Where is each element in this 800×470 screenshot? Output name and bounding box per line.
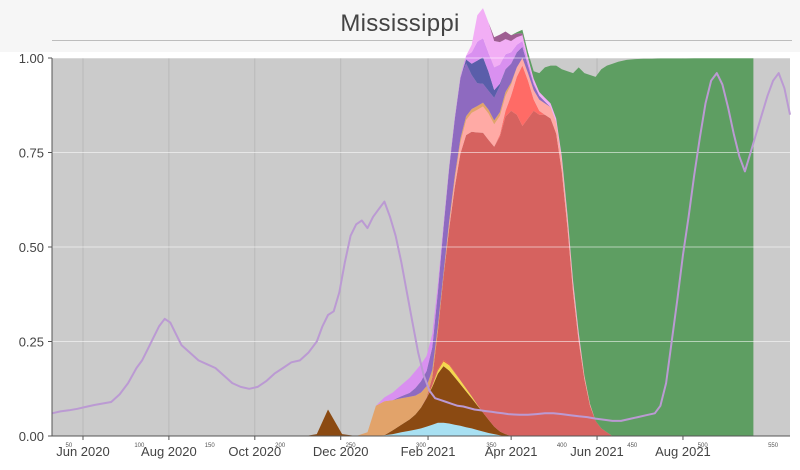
y-tick-label-2: 0.50 xyxy=(19,240,44,255)
title-bar: Mississippi xyxy=(0,0,800,52)
secondary-tick-label-3: 200 xyxy=(275,443,286,449)
area-series-0 xyxy=(305,422,754,436)
x-tick-label-2: Oct 2020 xyxy=(228,444,281,459)
title-underline xyxy=(52,40,792,41)
secondary-tick-label-0: 50 xyxy=(66,443,73,449)
secondary-tick-label-8: 450 xyxy=(627,443,638,449)
x-tick-label-0: Jun 2020 xyxy=(56,444,110,459)
secondary-tick-label-6: 350 xyxy=(486,443,497,449)
secondary-tick-label-10: 550 xyxy=(768,443,779,449)
line-series xyxy=(51,72,791,422)
x-tick-label-6: Jun 2021 xyxy=(570,444,624,459)
x-tick-label-4: Feb 2021 xyxy=(401,444,456,459)
secondary-tick-label-2: 150 xyxy=(205,443,216,449)
y-tick-label-4: 1.00 xyxy=(19,51,44,66)
area-series-4 xyxy=(305,110,754,437)
x-tick-label-1: Aug 2020 xyxy=(141,444,197,459)
secondary-tick-label-5: 300 xyxy=(416,443,427,449)
secondary-tick-label-4: 250 xyxy=(346,443,357,449)
chart-title: Mississippi xyxy=(340,10,460,37)
area-series-13 xyxy=(305,8,754,436)
y-tick-label-3: 0.75 xyxy=(19,146,44,161)
area-series-1 xyxy=(305,366,754,436)
secondary-tick-label-9: 500 xyxy=(698,443,709,449)
y-tick-label-1: 0.25 xyxy=(19,335,44,350)
secondary-tick-label-1: 100 xyxy=(134,443,145,449)
secondary-tick-label-7: 400 xyxy=(557,443,568,449)
x-tick-label-7: Aug 2021 xyxy=(655,444,711,459)
y-tick-label-0: 0.00 xyxy=(19,429,44,444)
x-tick-label-3: Dec 2020 xyxy=(313,444,369,459)
x-tick-label-5: Apr 2021 xyxy=(485,444,538,459)
